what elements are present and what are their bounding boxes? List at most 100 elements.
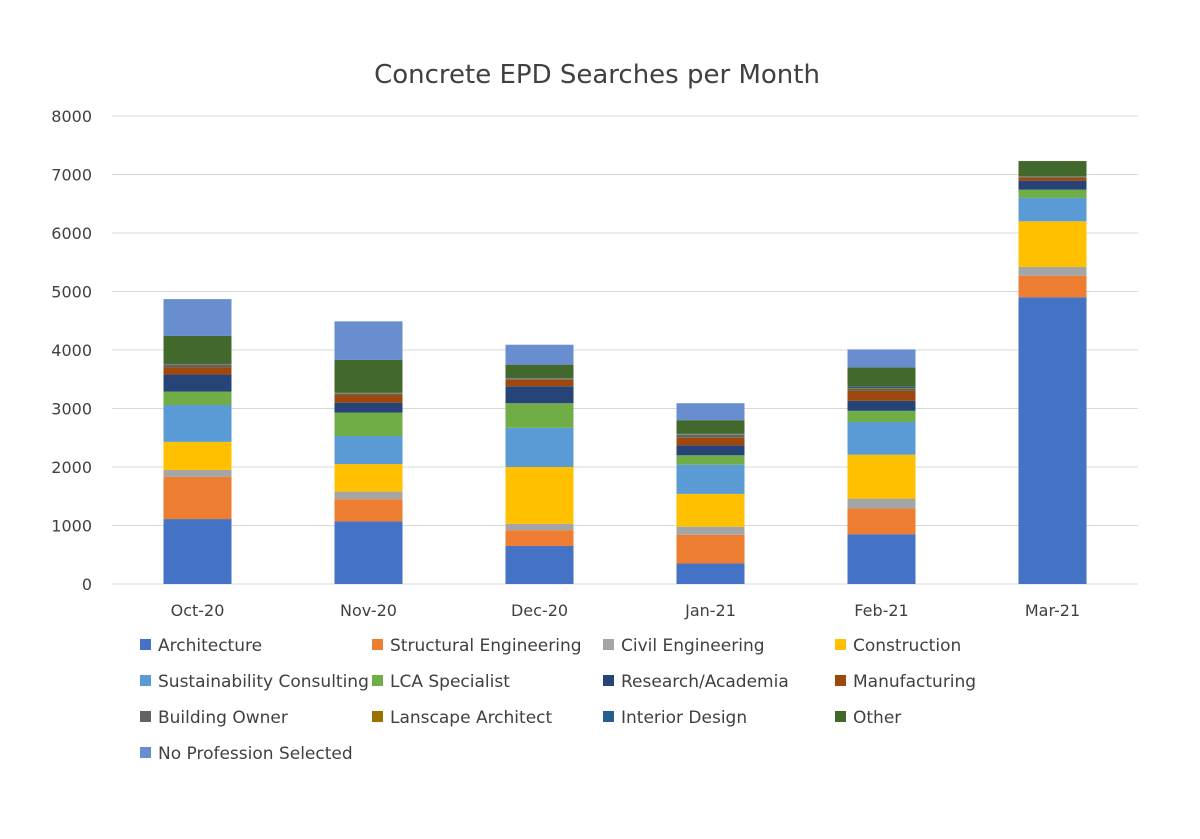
- bar-segment: [334, 499, 403, 522]
- x-tick-label: Feb-21: [854, 601, 908, 620]
- gridlines: [112, 115, 1138, 585]
- bar-stack: [334, 321, 403, 584]
- legend-label: Civil Engineering: [621, 636, 765, 656]
- bar-segment: [676, 433, 745, 435]
- bar-segment: [505, 344, 574, 365]
- bar-segment: [334, 393, 403, 396]
- legend-item: No Profession Selected: [140, 744, 353, 764]
- legend-swatch: [835, 639, 846, 650]
- legend-label: Lanscape Architect: [390, 708, 552, 728]
- legend-swatch: [372, 639, 383, 650]
- bar-segment: [505, 523, 574, 531]
- legend-label: LCA Specialist: [390, 672, 510, 692]
- y-tick-label: 0: [82, 575, 92, 594]
- bar-segment: [1018, 176, 1087, 177]
- legend-item: Research/Academia: [603, 672, 789, 692]
- bar-segment: [505, 545, 574, 584]
- y-tick-label: 6000: [51, 224, 92, 243]
- legend-label: Sustainability Consulting: [158, 672, 369, 692]
- legend-label: Research/Academia: [621, 672, 789, 692]
- x-tick-label: Oct-20: [171, 601, 225, 620]
- bar-segment: [163, 335, 232, 364]
- bar-segment: [505, 379, 574, 387]
- bar-segment: [163, 476, 232, 520]
- y-tick-label: 5000: [51, 283, 92, 302]
- legend-swatch: [140, 711, 151, 722]
- bar-segment: [163, 299, 232, 336]
- x-tick-label: Dec-20: [511, 601, 568, 620]
- bar-segment: [1018, 275, 1087, 298]
- bar-segment: [676, 445, 745, 456]
- legend-label: Building Owner: [158, 708, 288, 728]
- bar-segment: [676, 434, 745, 435]
- bars: [163, 161, 1087, 584]
- bar-stack: [163, 299, 232, 584]
- x-tick-label: Nov-20: [340, 601, 397, 620]
- legend-swatch: [835, 675, 846, 686]
- bar-segment: [847, 386, 916, 389]
- bar-segment: [1018, 189, 1087, 198]
- bar-stack: [505, 344, 574, 584]
- legend-item: Other: [835, 708, 901, 728]
- bar-segment: [1018, 176, 1087, 178]
- legend-item: Lanscape Architect: [372, 708, 552, 728]
- bar-segment: [676, 464, 745, 494]
- legend-label: No Profession Selected: [158, 744, 353, 764]
- bar-segment: [847, 388, 916, 391]
- bar-segment: [847, 508, 916, 535]
- y-tick-label: 1000: [51, 517, 92, 536]
- bar-segment: [676, 437, 745, 446]
- bar-segment: [676, 563, 745, 584]
- legend-label: Architecture: [158, 636, 262, 656]
- x-tick-label: Mar-21: [1025, 601, 1080, 620]
- legend-item: Interior Design: [603, 708, 747, 728]
- legend-label: Construction: [853, 636, 961, 656]
- bar-stack: [1018, 161, 1087, 584]
- bar-segment: [847, 454, 916, 499]
- y-tick-label: 2000: [51, 458, 92, 477]
- bar-segment: [1018, 297, 1087, 584]
- legend-swatch: [140, 639, 151, 650]
- bar-segment: [847, 367, 916, 387]
- bar-segment: [505, 364, 574, 378]
- y-tick-label: 4000: [51, 341, 92, 360]
- bar-segment: [163, 404, 232, 442]
- y-tick-label: 7000: [51, 166, 92, 185]
- bar-segment: [505, 378, 574, 379]
- bar-segment: [334, 491, 403, 500]
- bar-segment: [505, 377, 574, 379]
- bar-segment: [334, 402, 403, 413]
- bar-segment: [1018, 197, 1087, 222]
- legend-label: Interior Design: [621, 708, 747, 728]
- legend-swatch: [603, 675, 614, 686]
- bar-segment: [676, 534, 745, 564]
- bar-segment: [847, 349, 916, 368]
- legend-item: Manufacturing: [835, 672, 976, 692]
- bar-segment: [1018, 177, 1087, 179]
- bar-segment: [163, 364, 232, 365]
- bar-segment: [676, 420, 745, 434]
- legend-item: Sustainability Consulting: [140, 672, 369, 692]
- legend-swatch: [603, 639, 614, 650]
- y-tick-label: 8000: [51, 107, 92, 126]
- bar-segment: [505, 386, 574, 404]
- bar-segment: [163, 363, 232, 365]
- bar-segment: [163, 374, 232, 392]
- bar-segment: [676, 526, 745, 535]
- bar-segment: [847, 498, 916, 509]
- bar-segment: [1018, 161, 1087, 177]
- bar-segment: [676, 434, 745, 438]
- x-tick-label: Jan-21: [684, 601, 736, 620]
- legend-label: Manufacturing: [853, 672, 976, 692]
- bar-segment: [334, 464, 403, 492]
- bar-segment: [847, 410, 916, 422]
- bar-segment: [334, 392, 403, 394]
- bar-segment: [334, 321, 403, 360]
- bar-segment: [1018, 178, 1087, 181]
- legend-swatch: [372, 675, 383, 686]
- bar-segment: [334, 359, 403, 393]
- bar-segment: [505, 403, 574, 428]
- legend-item: Architecture: [140, 636, 262, 656]
